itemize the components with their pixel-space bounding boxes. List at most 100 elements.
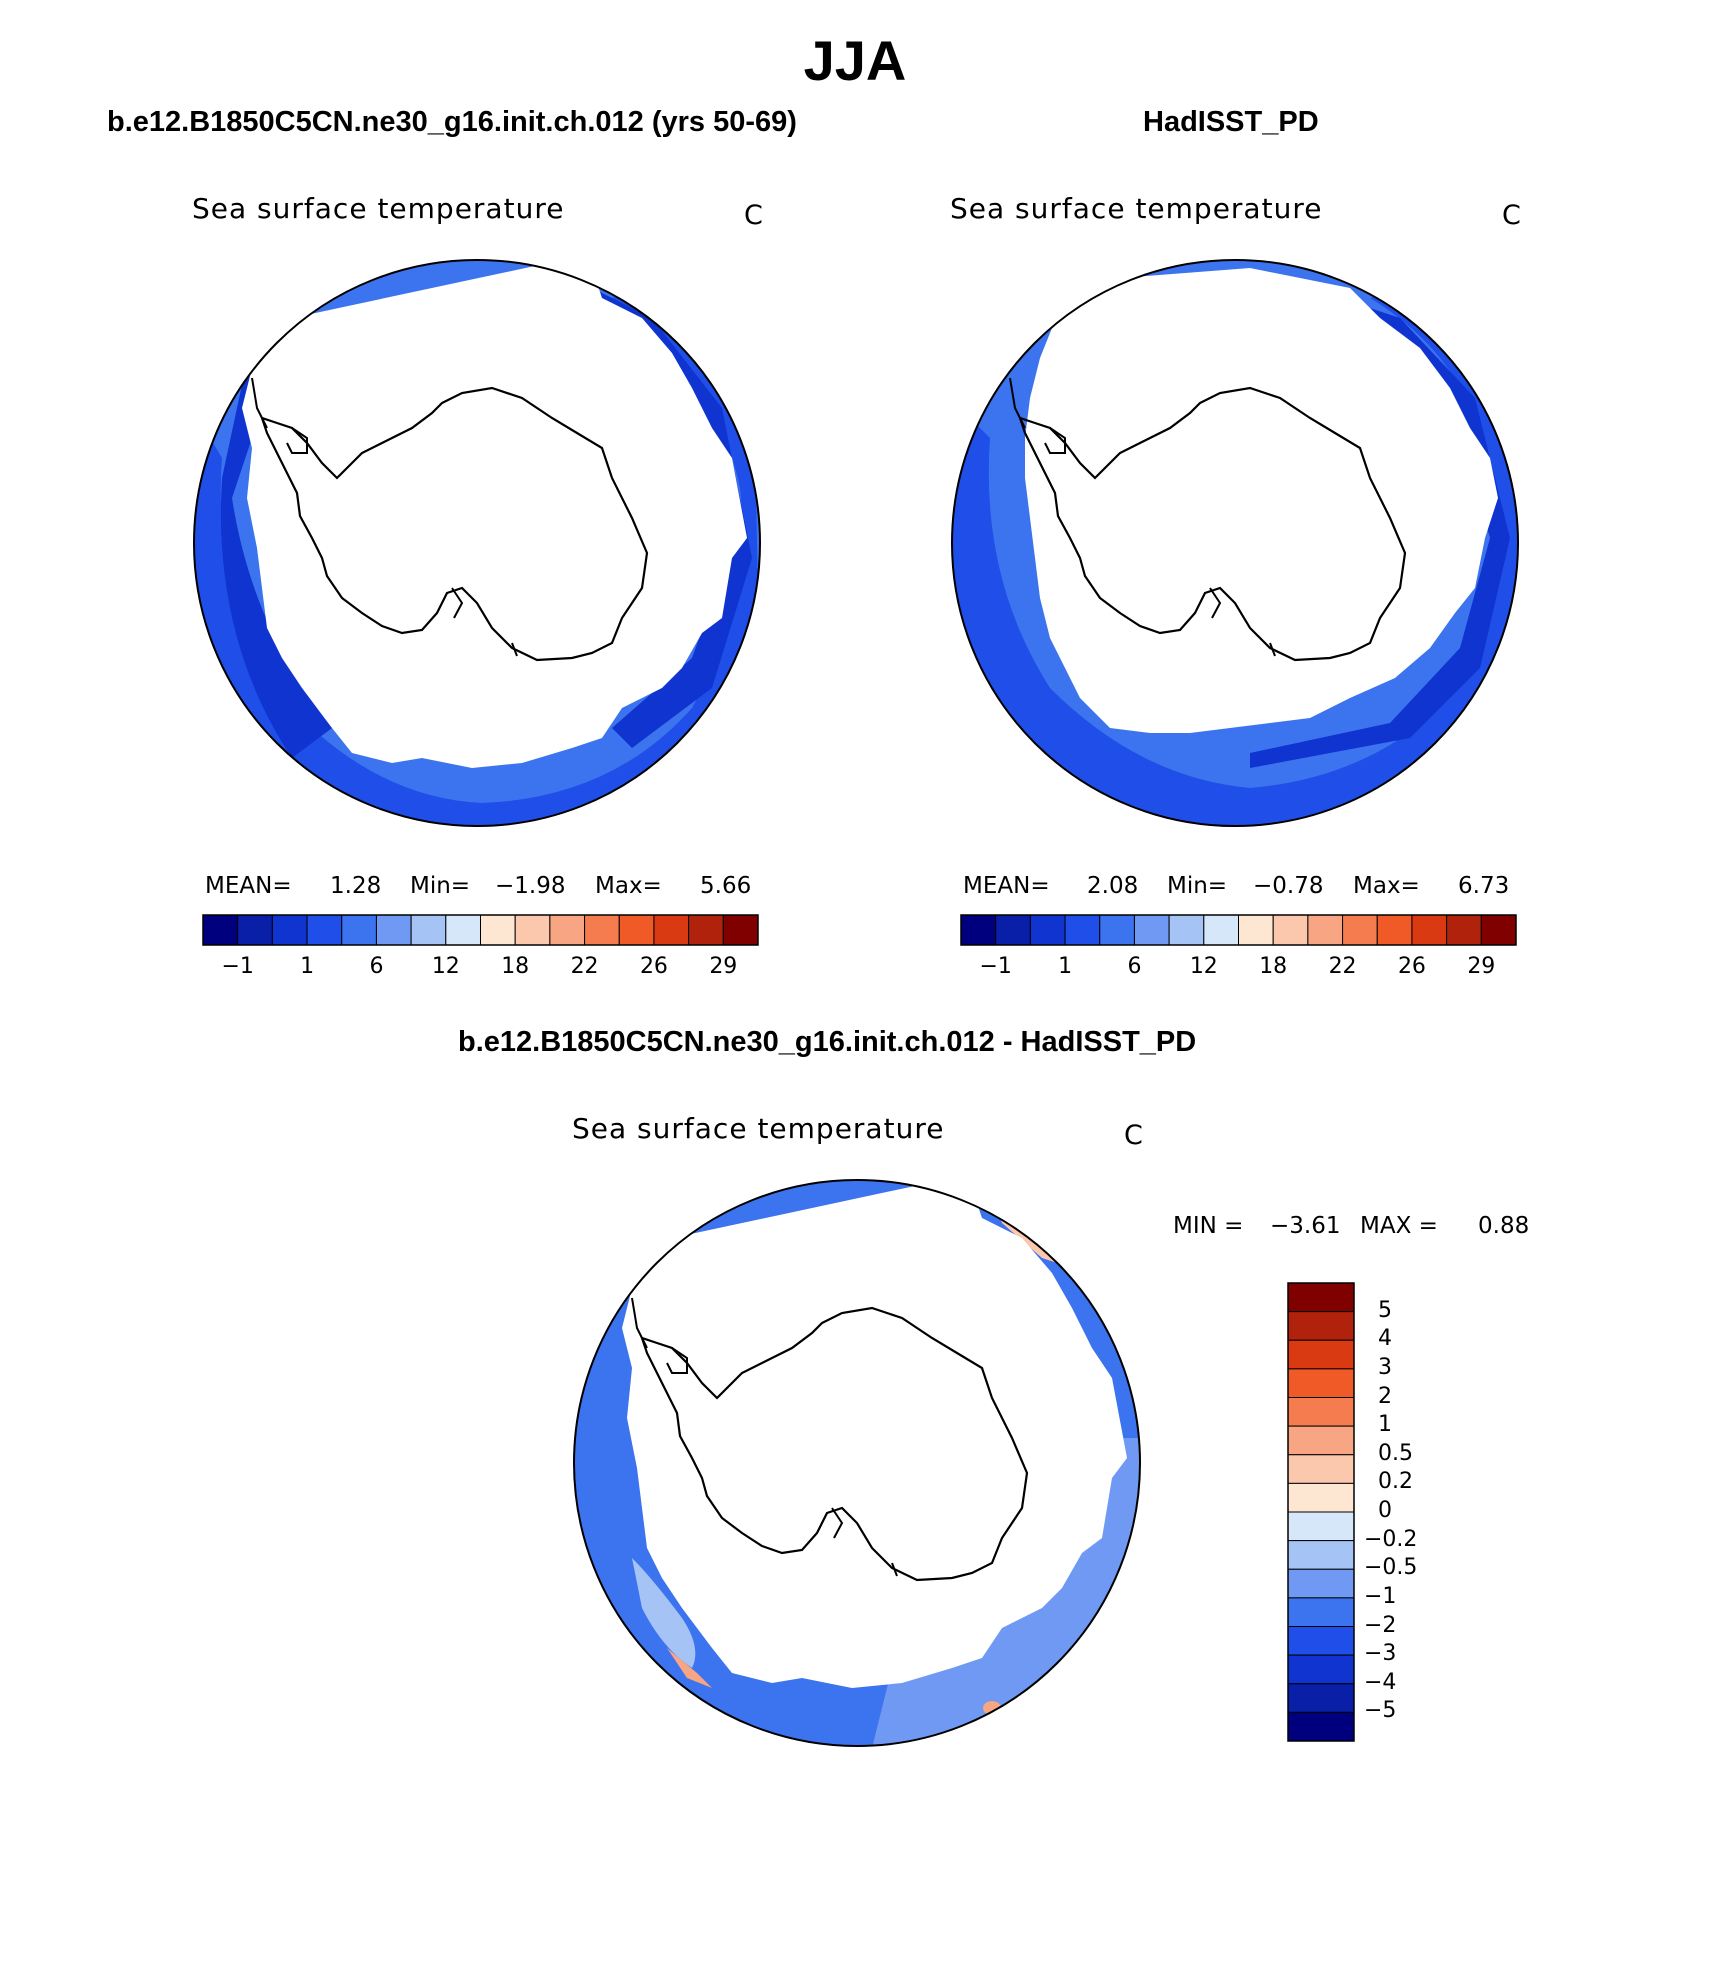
- diff-variable-title: Sea surface temperature: [572, 1112, 945, 1145]
- diff-colorbar-tick-label: −4: [1364, 1669, 1397, 1695]
- panel2-min-label: Min=: [1167, 873, 1228, 899]
- panel1-colorbar-tick-label: 18: [501, 954, 530, 979]
- diff-peninsula: [631, 1297, 688, 1374]
- diff-colorbar-swatch: [1287, 1397, 1355, 1427]
- diff-min-value: −3.61: [1270, 1213, 1341, 1239]
- panel1-colorbar-tick-label: 22: [570, 954, 599, 979]
- panel2-coastline: [1018, 386, 1407, 662]
- diff-colorbar-tick-label: 0.5: [1378, 1440, 1413, 1466]
- panel2-case-title: HadISST_PD: [1143, 106, 1319, 138]
- panel2-min-value: −0.78: [1253, 873, 1324, 899]
- panel2-max-label: Max=: [1353, 873, 1420, 899]
- panel1-colorbar-swatch: [480, 914, 516, 946]
- panel1-ice-mask: [242, 260, 747, 768]
- panel2-colorbar-tick-label: 26: [1397, 954, 1426, 979]
- panel2-colorbar-tick-label: 18: [1259, 954, 1288, 979]
- panel2-colorbar-tick-label: 29: [1467, 954, 1496, 979]
- panel1-mean-value: 1.28: [330, 873, 382, 899]
- panel2-map: [951, 259, 1519, 827]
- panel1-colorbar-swatch: [271, 914, 308, 946]
- diff-colorbar-tick-label: −0.5: [1364, 1555, 1418, 1581]
- panel2-colorbar-swatch: [1099, 914, 1135, 946]
- diff-colorbar-swatch: [1287, 1368, 1355, 1398]
- panel2-colorbar-outline: [960, 914, 1517, 946]
- panel1-colorbar-tick-label: −1: [221, 954, 254, 979]
- diff-pale-patch: [632, 1558, 696, 1668]
- panel2-colorbar-swatch: [1480, 914, 1517, 946]
- panel2-colorbar-swatch: [1446, 914, 1482, 946]
- panel1-colorbar-swatch: [237, 914, 273, 946]
- panel1-colorbar-swatch: [514, 914, 551, 946]
- diff-colorbar-tick-label: −5: [1364, 1698, 1397, 1724]
- diff-map: [573, 1179, 1141, 1747]
- panel1-colorbar-swatch: [410, 914, 447, 946]
- diff-colorbar-tick-label: 3: [1378, 1354, 1392, 1380]
- diff-coastline: [640, 1306, 1029, 1582]
- diff-colorbar-tick-label: 0.2: [1378, 1469, 1413, 1495]
- diff-colorbar-swatch: [1287, 1540, 1355, 1570]
- diff-colorbar-tick-label: −1: [1364, 1583, 1397, 1609]
- diff-min-label: MIN =: [1173, 1213, 1244, 1239]
- panel2-colorbar-swatch: [1307, 914, 1344, 946]
- panel2-colorbar-swatch: [1133, 914, 1170, 946]
- panel2-mean-value: 2.08: [1087, 873, 1139, 899]
- panel2-colorbar-swatch: [1238, 914, 1274, 946]
- panel2-colorbar-tick-label: 1: [1058, 954, 1073, 979]
- panel2-colorbar-swatch: [1029, 914, 1066, 946]
- panel1-colorbar-tick-label: 1: [300, 954, 315, 979]
- diff-case-title: b.e12.B1850C5CN.ne30_g16.init.ch.012 - H…: [458, 1026, 1197, 1058]
- panel1-map: [193, 259, 761, 827]
- panel2-colorbar-swatch: [1376, 914, 1413, 946]
- panel1-min-label: Min=: [410, 873, 471, 899]
- panel1-mean-label: MEAN=: [205, 873, 292, 899]
- diff-colorbar: [1287, 1282, 1355, 1742]
- panel1-colorbar-tick-label: 6: [369, 954, 384, 979]
- diff-colorbar-tick-label: 2: [1378, 1383, 1392, 1409]
- panel1-max-value: 5.66: [700, 873, 752, 899]
- diff-colorbar-tick-label: −0.2: [1364, 1526, 1418, 1552]
- diff-colorbar-tick-label: 0: [1378, 1498, 1392, 1523]
- panel1-colorbar-tick-label: 29: [709, 954, 738, 979]
- season-title: JJA: [803, 29, 907, 92]
- diff-colorbar-swatch: [1287, 1339, 1355, 1370]
- diff-colorbar-swatch: [1287, 1626, 1355, 1656]
- panel1-colorbar: [202, 914, 759, 946]
- diff-colorbar-tick-label: 4: [1378, 1326, 1392, 1352]
- diff-ross-shelf: [831, 1507, 898, 1577]
- panel2-peninsula: [1009, 377, 1066, 454]
- diff-colorbar-tick-label: −2: [1364, 1612, 1397, 1638]
- diff-ice-mask: [622, 1180, 1127, 1688]
- panel1-colorbar-swatch: [688, 914, 724, 946]
- panel2-variable-title: Sea surface temperature: [950, 192, 1323, 225]
- panel1-variable-title: Sea surface temperature: [192, 192, 565, 225]
- panel2-colorbar-ticks: −1 1 6 12 18 22 26 29: [961, 954, 1516, 984]
- diff-colorbar-swatch: [1287, 1454, 1355, 1484]
- diff-colorbar-outline: [1287, 1282, 1355, 1742]
- diff-colorbar-swatch: [1287, 1425, 1355, 1456]
- panel2-colorbar-swatch: [1272, 914, 1309, 946]
- diff-colorbar-swatch: [1287, 1482, 1355, 1513]
- diff-units: C: [1124, 1120, 1143, 1151]
- diff-colorbar-tick-label: 1: [1378, 1412, 1392, 1438]
- diff-colorbar-swatch: [1287, 1654, 1355, 1685]
- diff-warm-patch3: [667, 1648, 712, 1688]
- panel2-units: C: [1502, 200, 1521, 231]
- panel1-peninsula: [251, 377, 308, 454]
- panel2-max-value: 6.73: [1458, 873, 1510, 899]
- diff-max-value: 0.88: [1478, 1213, 1530, 1239]
- panel1-units: C: [744, 200, 763, 231]
- panel1-colorbar-swatch: [202, 914, 239, 946]
- panel1-colorbar-swatch: [549, 914, 586, 946]
- panel1-ocean-deep2: [572, 278, 752, 748]
- diff-colorbar-swatch: [1287, 1311, 1355, 1341]
- panel2-ross-shelf: [1209, 587, 1276, 657]
- panel2-colorbar-swatch: [1411, 914, 1448, 946]
- panel1-colorbar-swatch: [341, 914, 377, 946]
- panel2-colorbar: [960, 914, 1517, 946]
- panel2-colorbar-swatch: [1342, 914, 1378, 946]
- panel1-colorbar-swatch: [375, 914, 412, 946]
- panel1-colorbar-tick-label: 26: [639, 954, 668, 979]
- panel1-colorbar-swatch: [306, 914, 343, 946]
- panel1-colorbar-swatch: [722, 914, 759, 946]
- diff-colorbar-swatch: [1287, 1683, 1355, 1713]
